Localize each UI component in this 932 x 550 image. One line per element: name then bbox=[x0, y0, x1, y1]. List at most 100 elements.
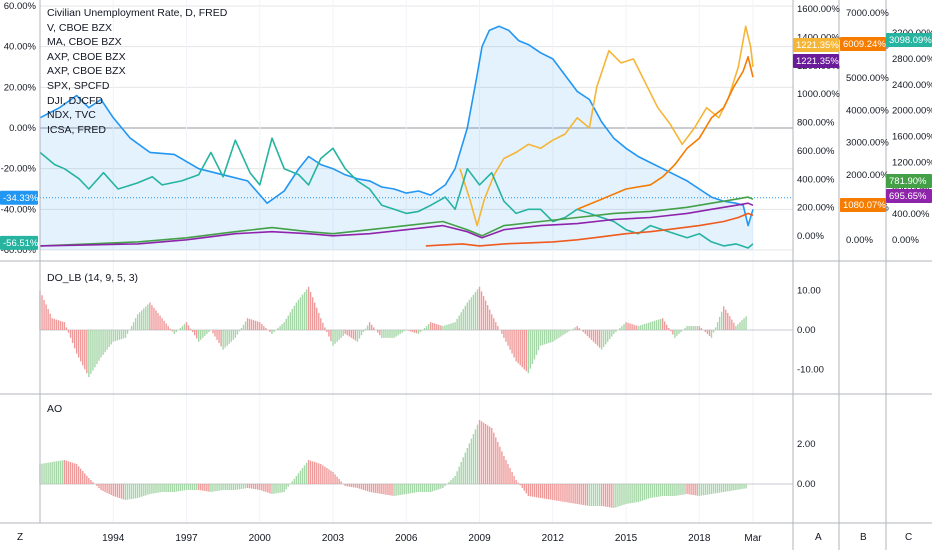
series-line-3 bbox=[39, 137, 754, 249]
axis-b-tick-label: 4000.00% bbox=[846, 105, 889, 116]
legend-item[interactable]: ICSA, FRED bbox=[47, 123, 106, 136]
x-tick-label: 1994 bbox=[102, 533, 125, 544]
axis-c-badge-bg bbox=[886, 189, 932, 203]
do-lb-histogram bbox=[39, 286, 793, 378]
x-tick-label: 2012 bbox=[542, 533, 565, 544]
axis-a-tick-label: 600.00% bbox=[797, 146, 835, 157]
axis-a-tick-label: 200.00% bbox=[797, 203, 835, 214]
main-pane-series bbox=[39, 25, 754, 250]
left-tick-label: 0.00% bbox=[9, 123, 36, 134]
axis-b-tick-label: 2000.00% bbox=[846, 170, 889, 181]
do-lb-tick-label: -10.00 bbox=[797, 364, 824, 375]
axis-a-scale-button[interactable]: A bbox=[815, 532, 822, 543]
axis-c-badge-text: 781.90% bbox=[889, 176, 927, 187]
legend-item[interactable]: AXP, CBOE BZX bbox=[47, 50, 126, 63]
left-badge: -56.51% bbox=[0, 235, 39, 250]
axis-b-tick-label: 5000.00% bbox=[846, 73, 889, 84]
do-lb-tick-label: 10.00 bbox=[797, 286, 821, 297]
axis-c-badge: 781.90% bbox=[886, 174, 932, 188]
axis-a-tick-label: 0.00% bbox=[797, 231, 824, 242]
axis-c-badge-text: 3098.09% bbox=[889, 35, 932, 46]
legend-item[interactable]: DJI, DJCFD bbox=[47, 94, 103, 107]
series-line-1 bbox=[39, 25, 754, 227]
price-badges: -34.33% -56.51% 1221.35% 1221.35% 6009.24% 10… bbox=[0, 33, 932, 250]
axis-b-scale-button[interactable]: B bbox=[860, 532, 867, 543]
x-tick-label: 2015 bbox=[615, 533, 638, 544]
x-tick-label: 2000 bbox=[249, 533, 272, 544]
axis-c-tick-label: 2400.00% bbox=[892, 80, 932, 91]
left-tick-label: -60.00% bbox=[1, 245, 37, 256]
axis-b-badge-text: 6009.24% bbox=[843, 39, 886, 50]
left-axis-scale-button[interactable]: Z bbox=[17, 532, 24, 543]
axis-c-tick-label: 800.00% bbox=[892, 183, 930, 194]
axis-c-badge: 3098.09% bbox=[886, 33, 932, 47]
series-line-2 bbox=[459, 25, 754, 227]
axis-a-badge-bg bbox=[793, 54, 839, 68]
axis-b-badge: 6009.24% bbox=[840, 37, 886, 51]
axis-c-badge-bg bbox=[886, 33, 932, 47]
axis-c-tick-label: 400.00% bbox=[892, 209, 930, 220]
axis-c-badge: 695.65% bbox=[886, 189, 932, 203]
axis-b-badge-text: 1080.07% bbox=[843, 200, 886, 211]
left-badge: -34.33% bbox=[0, 190, 39, 205]
left-tick-label: -40.00% bbox=[1, 204, 37, 215]
axis-c-tick-label: 1200.00% bbox=[892, 157, 932, 168]
series-line-5 bbox=[39, 202, 754, 247]
axis-c-badge-bg bbox=[886, 174, 932, 188]
main-legend: Civilian Unemployment Rate, D, FRED V, C… bbox=[47, 6, 227, 137]
axis-c-badge-text: 695.65% bbox=[889, 191, 927, 202]
axis-b-badge-bg bbox=[840, 198, 886, 212]
x-tick-label: 2018 bbox=[688, 533, 711, 544]
left-badge-text: -34.33% bbox=[3, 193, 39, 204]
legend-item[interactable]: V, CBOE BZX bbox=[47, 21, 112, 34]
series-line-7 bbox=[425, 212, 754, 247]
axis-a-badge: 1221.35% bbox=[793, 38, 839, 52]
do-lb-tick-label: 0.00 bbox=[797, 325, 816, 336]
legend-item[interactable]: NDX, TVC bbox=[47, 109, 96, 122]
axis-b-badge-bg bbox=[840, 37, 886, 51]
ao-histogram bbox=[39, 420, 793, 508]
axis-b-tick-label: 0.00% bbox=[846, 235, 873, 246]
legend-item[interactable]: Civilian Unemployment Rate, D, FRED bbox=[47, 7, 228, 19]
axis-c-scale-button[interactable]: C bbox=[905, 532, 913, 543]
legend-item[interactable]: MA, CBOE BZX bbox=[47, 36, 122, 49]
unemployment-area bbox=[40, 26, 753, 250]
axis-b-badge: 1080.07% bbox=[840, 198, 886, 212]
left-badge-bg bbox=[0, 235, 38, 250]
legend-item[interactable]: AXP, CBOE BZX bbox=[47, 65, 126, 78]
axis-a-badge-text: 1221.35% bbox=[796, 40, 839, 51]
x-tick-label: 2009 bbox=[468, 533, 491, 544]
axis-a-badge-bg bbox=[793, 38, 839, 52]
axis-a-tick-label: 800.00% bbox=[797, 118, 835, 129]
axis-a-badge: 1221.35% bbox=[793, 54, 839, 68]
x-tick-label: 1997 bbox=[175, 533, 198, 544]
axis-b-tick-label: 7000.00% bbox=[846, 8, 889, 19]
left-badge-text: -56.51% bbox=[3, 238, 39, 249]
ao-title[interactable]: AO bbox=[47, 403, 63, 415]
ao-tick-label: 0.00 bbox=[797, 479, 816, 490]
axis-c-tick-label: 2800.00% bbox=[892, 54, 932, 65]
left-tick-label: 60.00% bbox=[4, 1, 37, 12]
left-tick-label: 20.00% bbox=[4, 82, 37, 93]
axis-a-tick-label: 1600.00% bbox=[797, 4, 840, 15]
left-tick-label: 40.00% bbox=[4, 42, 37, 53]
series-line-4 bbox=[39, 196, 754, 247]
axis-a-tick-label: 1400.00% bbox=[797, 32, 840, 43]
legend-item[interactable]: SPX, SPCFD bbox=[47, 79, 110, 92]
left-badge-bg bbox=[0, 190, 38, 205]
axis-a-tick-label: 1000.00% bbox=[797, 89, 840, 100]
ao-tick-label: 2.00 bbox=[797, 439, 816, 450]
axis-a-tick-label: 400.00% bbox=[797, 174, 835, 185]
axis-c-tick-label: 1600.00% bbox=[892, 132, 932, 143]
x-tick-label: 2006 bbox=[395, 533, 418, 544]
axis-c-tick-label: 0.00% bbox=[892, 235, 919, 246]
axis-c-tick-label: 2000.00% bbox=[892, 106, 932, 117]
axis-b-tick-label: 3000.00% bbox=[846, 138, 889, 149]
x-tick-label: 2003 bbox=[322, 533, 345, 544]
axis-a-badge-text: 1221.35% bbox=[796, 56, 839, 67]
left-tick-label: -20.00% bbox=[1, 164, 37, 175]
do-lb-title[interactable]: DO_LB (14, 9, 5, 3) bbox=[47, 272, 139, 284]
x-tick-label: Mar bbox=[744, 533, 762, 544]
series-line-6 bbox=[576, 56, 754, 211]
